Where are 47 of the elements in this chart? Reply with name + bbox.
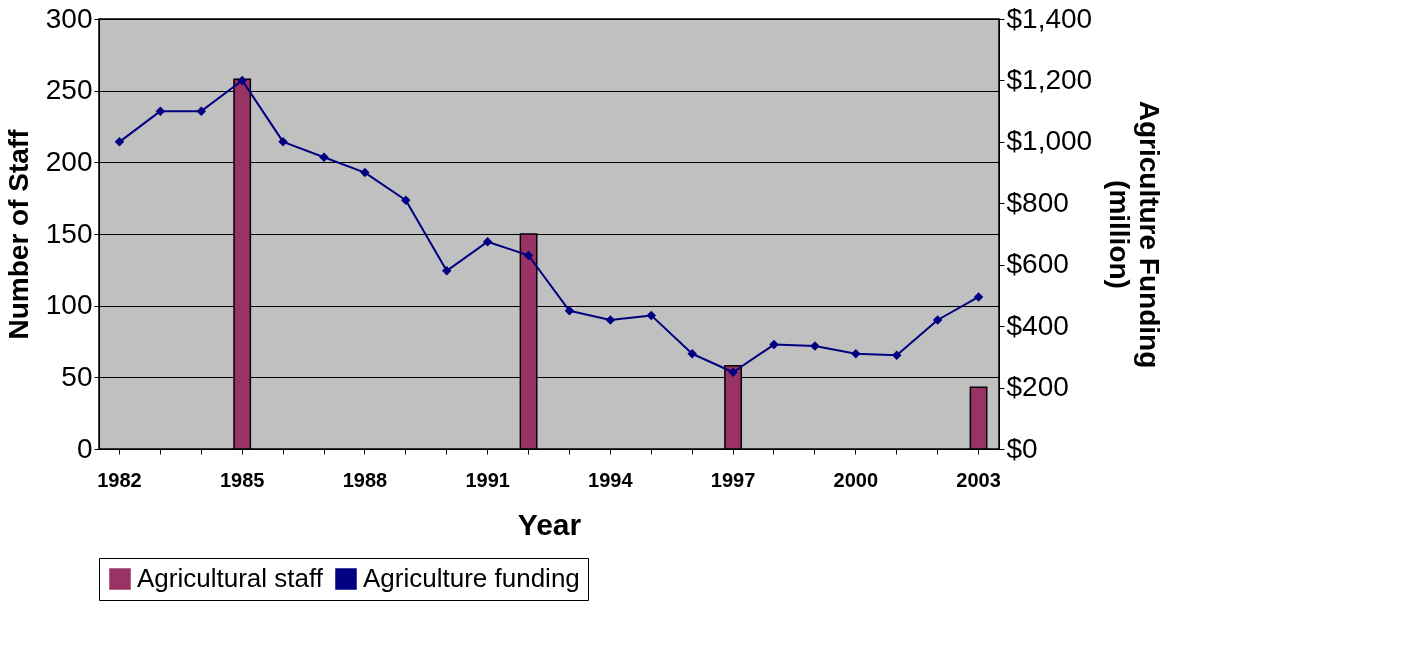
point: [769, 339, 779, 350]
point: [687, 349, 697, 359]
point: [155, 106, 166, 116]
y2-tick-label: $1,000: [1006, 125, 1093, 157]
point: [932, 315, 943, 325]
x-axis-title: Year: [517, 507, 582, 541]
y2-tick-label: $800: [1006, 186, 1069, 218]
y-tick-label: 50: [61, 360, 93, 392]
y-tick-label: 150: [45, 217, 93, 249]
x-tick-label: 2003: [956, 468, 1001, 491]
point: [196, 106, 207, 116]
y-tick-label: 200: [45, 145, 93, 177]
x-tick-label: 1982: [97, 468, 142, 491]
y2-tick-label: $1,400: [1006, 2, 1093, 34]
x-tick-label: 1997: [710, 468, 756, 491]
point: [605, 315, 616, 325]
y2-tick-label: $200: [1006, 371, 1069, 403]
point: [646, 310, 657, 321]
point: [360, 167, 370, 178]
y-tick-label: 100: [45, 289, 93, 321]
point: [564, 306, 575, 316]
x-tick-label: 1988: [342, 468, 388, 491]
y2-tick-label: $0: [1006, 432, 1038, 464]
point: [482, 236, 493, 247]
point: [401, 195, 411, 205]
x-tick-label: 1994: [588, 468, 634, 491]
y2-tick-label: $400: [1006, 309, 1069, 341]
point: [114, 137, 125, 147]
y-axis-title: Number of Staff: [2, 128, 34, 340]
point: [237, 75, 247, 86]
y2-tick-label: $600: [1006, 248, 1069, 280]
point: [973, 292, 984, 302]
point: [728, 367, 738, 377]
point: [441, 266, 452, 276]
point: [523, 250, 534, 261]
y-tick-label: 300: [45, 2, 93, 34]
point: [891, 350, 902, 361]
y2-tick-label: $1,200: [1006, 63, 1093, 95]
x-tick-label: 2000: [833, 468, 879, 491]
legend-label: Agriculture funding: [363, 563, 580, 593]
x-tick-label: 1985: [219, 468, 265, 491]
y2-axis-title: Agriculture Funding (million): [1104, 100, 1166, 369]
y-tick-label: 250: [45, 74, 93, 106]
y-tick-label: 0: [76, 432, 93, 464]
point: [851, 349, 861, 359]
legend-label: Agricultural staff: [137, 563, 324, 593]
x-tick-label: 1991: [465, 468, 510, 491]
